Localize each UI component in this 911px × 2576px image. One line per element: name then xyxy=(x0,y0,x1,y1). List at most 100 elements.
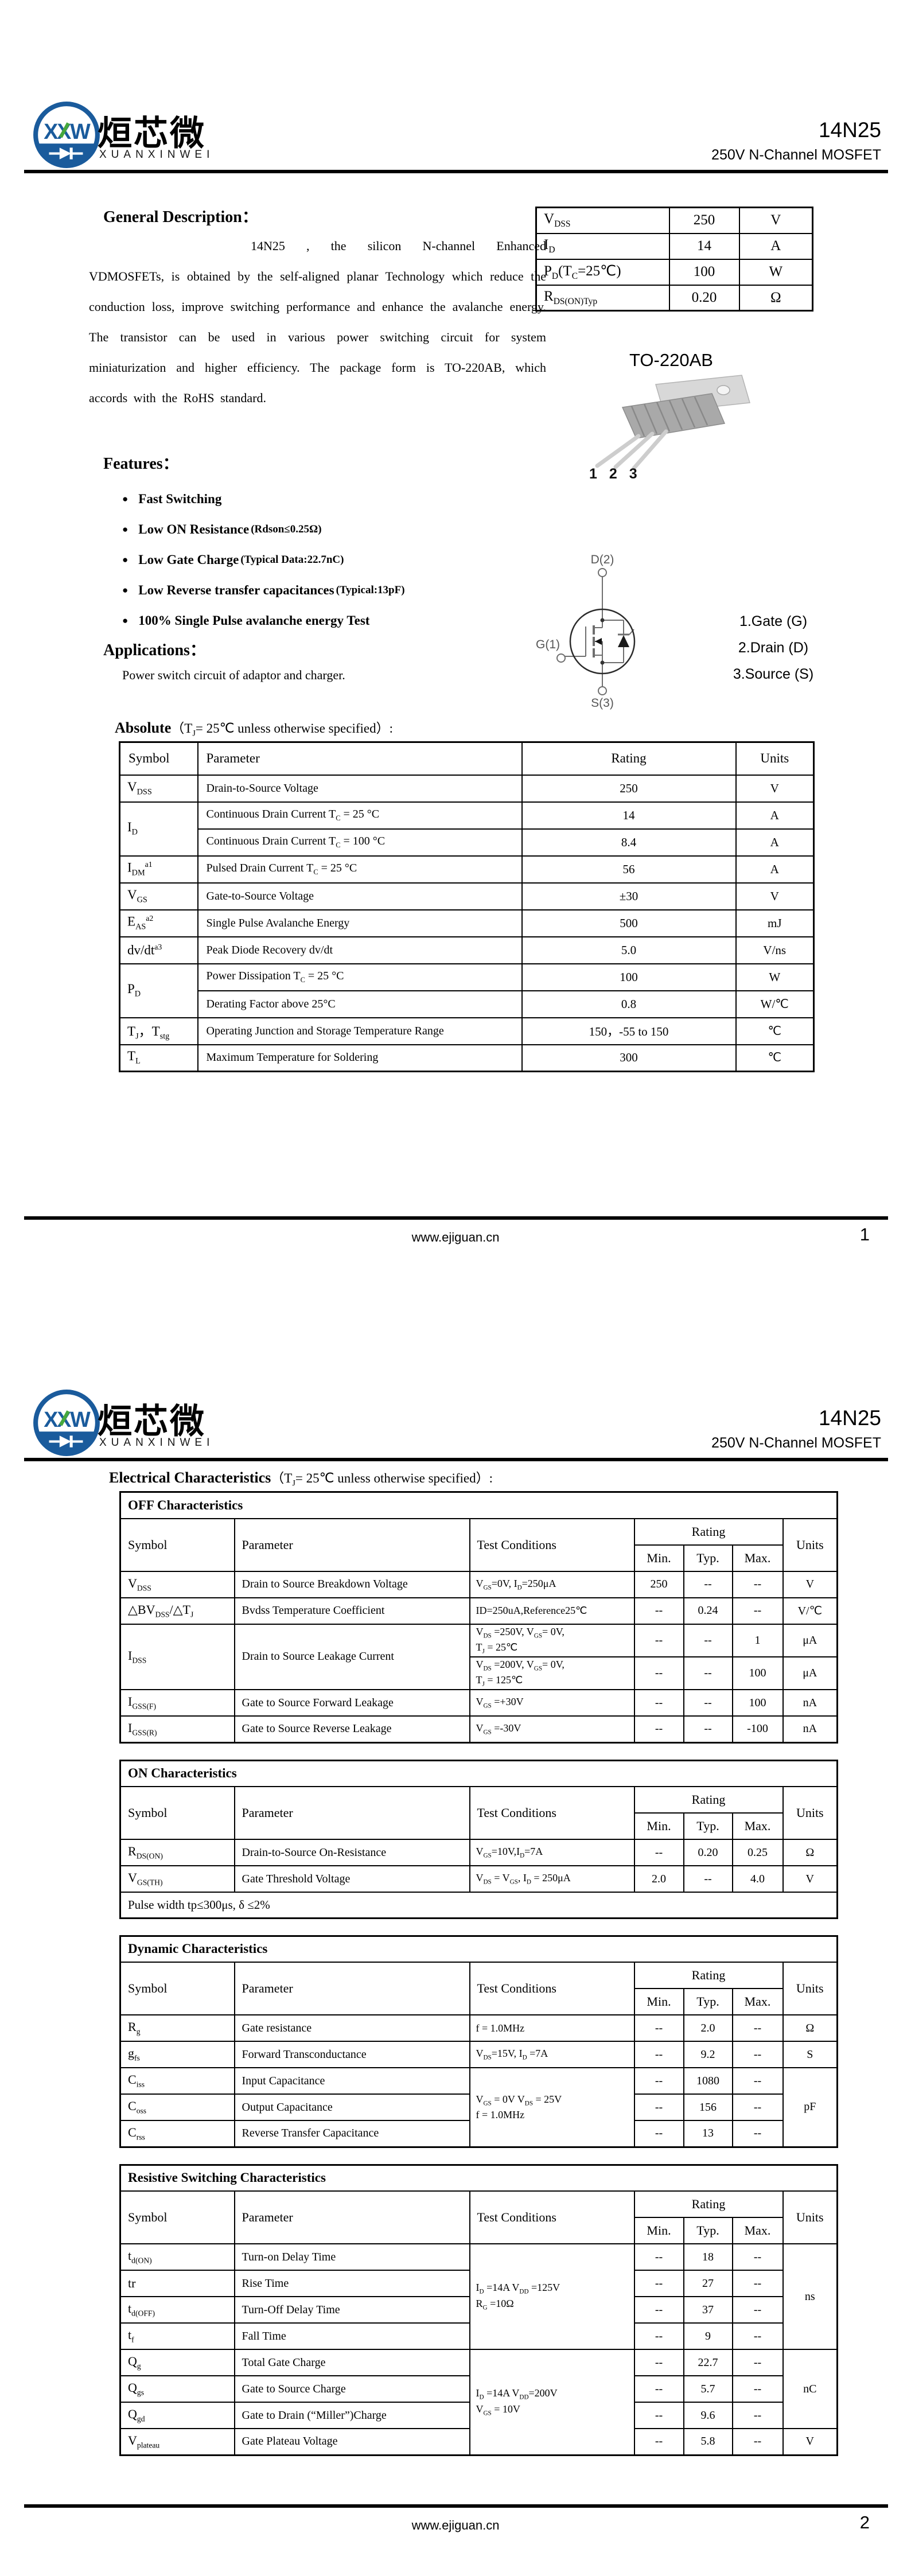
max-cell: -- xyxy=(731,1597,784,1625)
parameter-cell: Drain-to-Source On-Resistance xyxy=(233,1839,470,1867)
table-row: Derating Factor above 25°C 0.8 W/℃ xyxy=(120,990,815,1018)
parameter-cell: Gate to Source Forward Leakage xyxy=(233,1689,470,1717)
column-header: Test Conditions xyxy=(469,1517,635,1572)
unit-cell: A xyxy=(738,232,813,260)
unit-cell: V/ns xyxy=(735,936,815,964)
table-row: IDSS Drain to Source Leakage Current VDS =… xyxy=(119,1623,838,1691)
footer-rule xyxy=(24,1216,888,1220)
column-header: Typ. xyxy=(683,1544,733,1572)
rating-cell: 100 xyxy=(521,963,737,991)
conditions-cell: ID =14A VDD =125V RG =10Ω xyxy=(469,2243,635,2351)
table-row: td(OFF) Turn-Off Delay Time -- 37 -- xyxy=(119,2296,838,2324)
group-title: Dynamic Characteristics xyxy=(119,1935,838,1963)
pin-legend-item: 3.Source (S) xyxy=(733,666,814,682)
symbol-cell: Vplateau xyxy=(119,2428,235,2456)
on-characteristics-table: ON Characteristics Symbol Parameter Test… xyxy=(119,1759,839,1919)
min-cell: -- xyxy=(633,2349,684,2377)
parameter-cell: Continuous Drain Current TC = 100 °C xyxy=(197,828,523,857)
table-row: IGSS(F) Gate to Source Forward Leakage VGS… xyxy=(119,1689,838,1717)
table-row: Crss Reverse Transfer Capacitance -- 13 -- xyxy=(119,2120,838,2148)
table-row: gfs Forward Transconductance VDS=15V, ID =… xyxy=(119,2041,838,2069)
source-pin-label: S(3) xyxy=(591,696,614,710)
symbol-cell: Crss xyxy=(119,2120,235,2148)
brand-name-cn: 烜芯微 xyxy=(98,1402,206,1441)
feature-text: 100% Single Pulse avalanche energy Test xyxy=(138,613,370,628)
column-header: Units xyxy=(782,1962,838,2016)
list-item: ● Low Gate Charge (Typical Data:22.7nC) xyxy=(89,544,551,575)
bullet-icon: ● xyxy=(122,493,129,504)
min-cell: -- xyxy=(633,2270,684,2298)
symbol-cell: TJ，Tstg xyxy=(119,1017,198,1045)
feature-text: Low ON Resistance xyxy=(138,522,250,536)
pin-legend-item: 1.Gate (G) xyxy=(739,613,808,629)
typ-cell: -- xyxy=(683,1623,733,1657)
typ-cell: -- xyxy=(683,1570,733,1598)
rating-cell: 150，-55 to 150 xyxy=(521,1017,737,1045)
features-list: ● Fast Switching ● Low ON Resistance (Rdson… xyxy=(89,484,551,636)
rating-cell: 250 xyxy=(521,774,737,803)
column-header: Typ. xyxy=(683,1988,733,2016)
column-header: Test Conditions xyxy=(469,2190,635,2245)
symbol-cell: Rg xyxy=(119,2014,235,2042)
column-header: Symbol xyxy=(119,1517,235,1572)
column-header: Test Conditions xyxy=(469,1962,635,2016)
header-row: Symbol Parameter Rating Units xyxy=(119,741,815,776)
brand-name-cn: 烜芯微 xyxy=(98,114,206,153)
table-row: tf Fall Time -- 9 -- xyxy=(119,2322,838,2351)
max-cell: -- xyxy=(731,2014,784,2042)
page-number: 1 xyxy=(859,1224,870,1244)
typ-cell: 9.6 xyxy=(683,2402,733,2430)
max-cell: 1 xyxy=(731,1623,784,1657)
typ-cell: -- xyxy=(683,1865,733,1893)
symbol-cell: VGS(TH) xyxy=(119,1865,235,1893)
typ-cell: 37 xyxy=(683,2296,733,2324)
max-cell: -- xyxy=(731,2322,784,2351)
bullet-icon: ● xyxy=(122,523,129,535)
min-cell: 2.0 xyxy=(633,1865,684,1893)
parameter-cell: Derating Factor above 25°C xyxy=(197,990,523,1018)
table-row: ID Continuous Drain Current TC = 25 °C 14 A xyxy=(119,801,815,857)
table-row: VDSS 250 V xyxy=(535,207,813,234)
rating-cell: 14 xyxy=(521,801,737,830)
group-title-row: Dynamic Characteristics xyxy=(119,1935,838,1963)
symbol-cell: td(OFF) xyxy=(119,2296,235,2324)
absolute-title-rest: （TJ= 25℃ unless otherwise specified）: xyxy=(171,721,393,738)
unit-cell: A xyxy=(735,801,815,830)
header-row: Symbol Parameter Test Conditions Rating … xyxy=(119,1517,838,1572)
symbol-cell: tr xyxy=(119,2270,235,2298)
rating-cell: 0.8 xyxy=(521,990,737,1018)
list-item: ● Low Reverse transfer capacitances (Typic… xyxy=(89,575,551,605)
symbol-cell: Coss xyxy=(119,2094,235,2122)
absolute-ratings-table: Symbol Parameter Rating Units VDSS Drain-… xyxy=(119,741,815,1072)
min-cell: -- xyxy=(633,1623,684,1657)
parameter-cell: Rise Time xyxy=(233,2270,470,2298)
ec-title-bold: Electrical Characteristics xyxy=(109,1469,271,1486)
symbol-cell: △BVDSS/△TJ xyxy=(119,1597,235,1625)
column-header: Rating xyxy=(633,2190,784,2219)
symbol-cell: EASa2 xyxy=(119,909,198,937)
max-cell: -- xyxy=(731,2428,784,2456)
group-title-row: ON Characteristics xyxy=(119,1760,838,1788)
min-cell: 250 xyxy=(633,1570,684,1598)
unit-cell: Ω xyxy=(738,284,813,312)
table-row: td(ON) Turn-on Delay Time ID =14A VDD =125… xyxy=(119,2243,838,2351)
column-header: Parameter xyxy=(233,1962,470,2016)
parameter-cell: Maximum Temperature for Soldering xyxy=(197,1044,523,1072)
typ-cell: 13 xyxy=(683,2120,733,2148)
rating-cell: ±30 xyxy=(521,882,737,910)
unit-cell: pF xyxy=(782,2067,838,2148)
typ-cell: -- xyxy=(683,1715,733,1744)
conditions-cell: VDS=15V, ID =7A xyxy=(469,2041,635,2069)
column-header: Symbol xyxy=(119,1962,235,2016)
pin-legend-item: 2.Drain (D) xyxy=(738,640,809,656)
parameter-cell: Gate Plateau Voltage xyxy=(233,2428,470,2456)
column-header: Max. xyxy=(731,1988,784,2016)
rating-cell: 8.4 xyxy=(521,828,737,857)
symbol-cell: RDS(ON) xyxy=(119,1839,235,1867)
unit-cell: mJ xyxy=(735,909,815,937)
parameter-cell: Fall Time xyxy=(233,2322,470,2351)
column-header: Rating xyxy=(521,741,737,776)
parameter-cell: Pulsed Drain Current TC = 25 °C xyxy=(197,855,523,884)
column-header: Typ. xyxy=(683,1812,733,1840)
column-header: Max. xyxy=(731,1812,784,1840)
